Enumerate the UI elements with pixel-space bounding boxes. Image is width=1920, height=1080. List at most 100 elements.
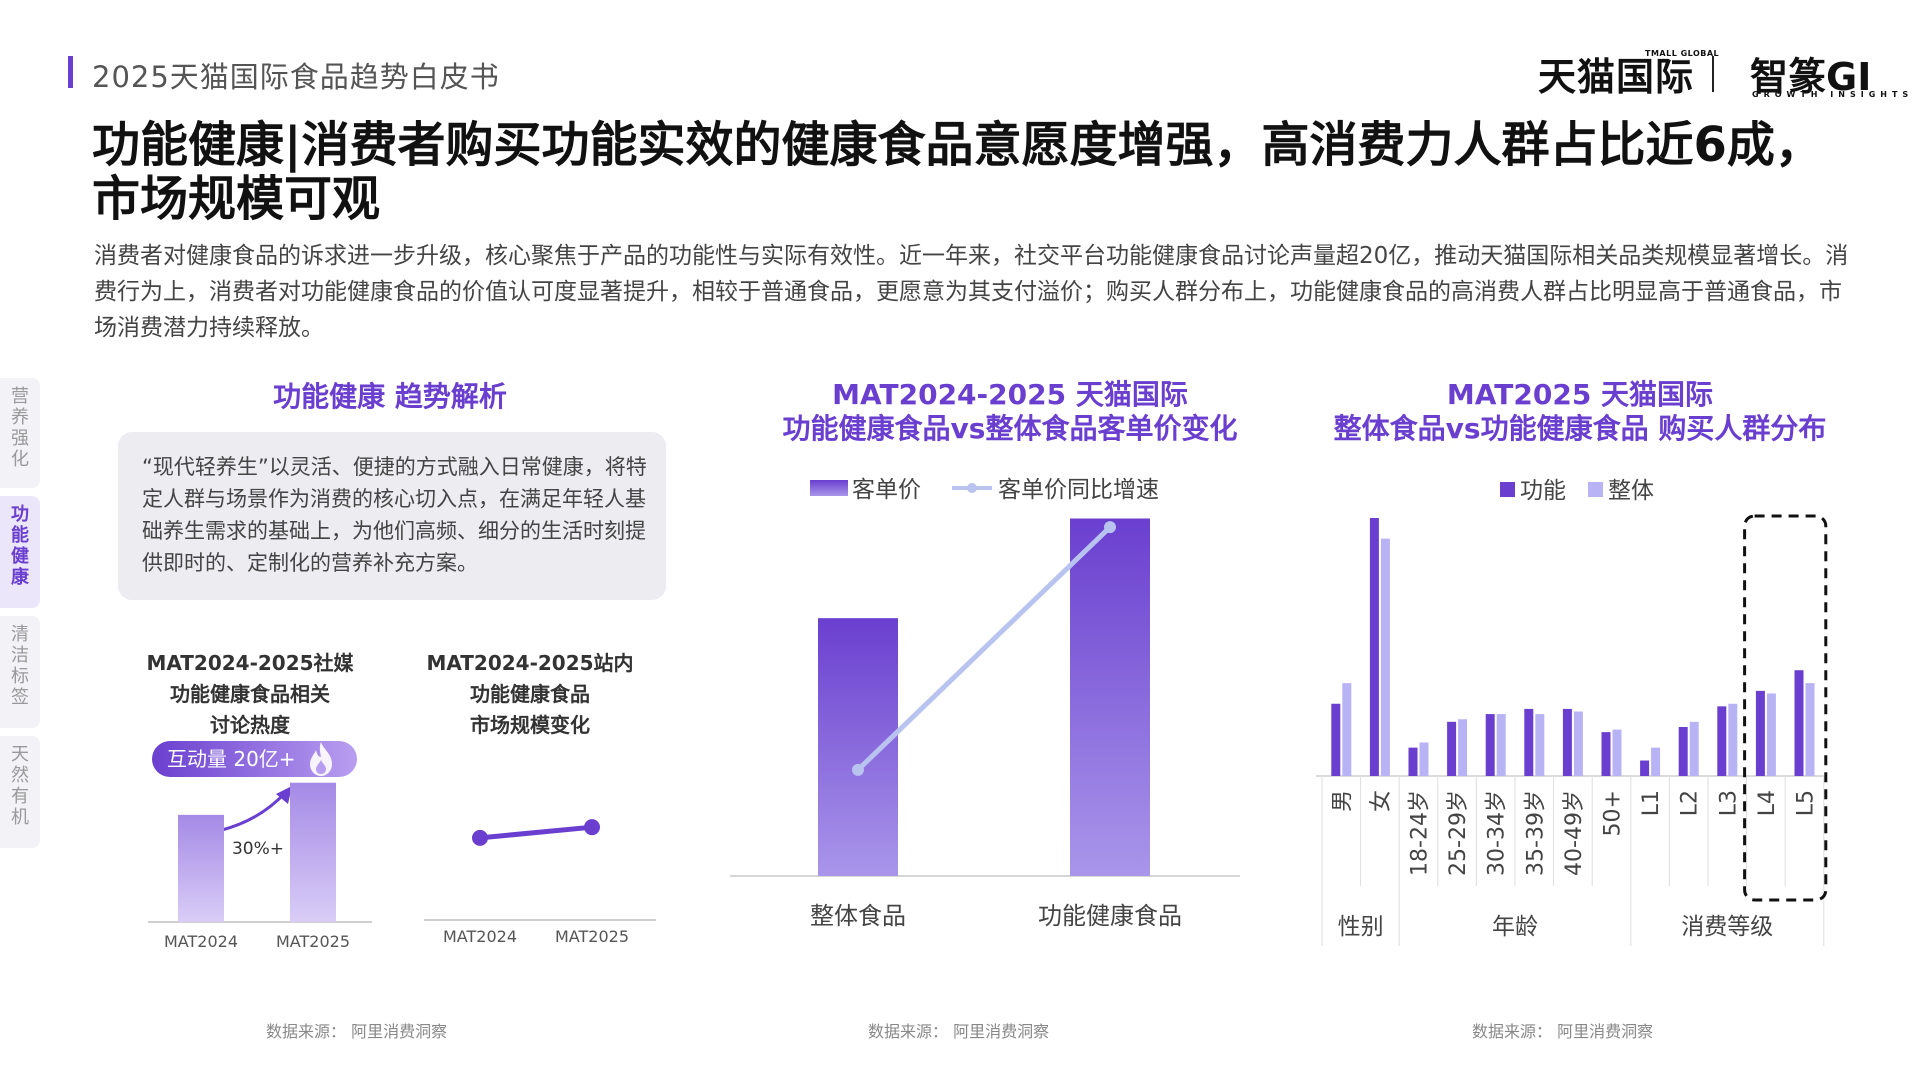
side-tab-clean-label[interactable]: 清洁标签 <box>0 616 40 728</box>
social-heat-title: MAT2024-2025社媒 功能健康食品相关 讨论热度 <box>110 648 390 741</box>
growth-point <box>1104 521 1116 534</box>
growth-arrow <box>221 790 288 832</box>
legend-swatch-total <box>1588 482 1603 497</box>
side-tab-label: 营养强化 <box>11 386 29 470</box>
price-bar <box>1070 518 1150 876</box>
buyers-bar-functional <box>1717 706 1727 776</box>
buyers-tick-label: 50+ <box>1601 790 1626 836</box>
legend-label-price: 客单价 <box>852 477 921 503</box>
buyers-tick-label: 女 <box>1369 790 1394 812</box>
buyers-tick-label: 40-49岁 <box>1562 790 1587 876</box>
buyers-bar-total <box>1805 683 1815 776</box>
social-heat-tick-label: MAT2025 <box>276 932 350 951</box>
buyers-bar-functional <box>1794 670 1804 776</box>
site-market-line <box>479 824 593 841</box>
side-tab-nutrition[interactable]: 营养强化 <box>0 378 40 488</box>
buyers-group-label: 年龄 <box>1492 914 1538 940</box>
buyers-bar-total <box>1342 683 1352 776</box>
side-tab-label: 清洁标签 <box>11 624 29 708</box>
buyers-bar-functional <box>1369 518 1379 776</box>
buyers-bar-total <box>1766 693 1776 776</box>
buyers-tick-label: 35-39岁 <box>1523 790 1548 876</box>
page-description: 消费者对健康食品的诉求进一步升级，核心聚焦于产品的功能性与实际有效性。近一年来，… <box>94 243 1849 341</box>
buyers-bar-total <box>1573 711 1583 776</box>
site-market-tick-label: MAT2025 <box>555 927 629 946</box>
trend-box <box>118 432 666 600</box>
growth-arrow-head <box>276 786 292 804</box>
buyers-tick-label: L5 <box>1794 790 1819 816</box>
growth-insights-logo-sub: GROWTH INSIGHTS <box>1752 90 1914 99</box>
header-accent-bar <box>68 56 73 88</box>
site-market-point <box>584 819 600 836</box>
buyers-panel-title-line: MAT2025 天猫国际 <box>1446 378 1714 411</box>
price-tick-label: 整体食品 <box>810 902 906 930</box>
legend-swatch-growth-dot <box>967 483 977 493</box>
social-heat-bar <box>178 814 224 922</box>
site-market-title-line: 功能健康食品 <box>470 682 590 706</box>
legend-label-growth: 客单价同比增速 <box>998 477 1159 503</box>
left-source: 数据来源： 阿里消费洞察 <box>266 1022 448 1041</box>
side-tab-label: 功能健康 <box>11 504 29 588</box>
site-market-title: MAT2024-2025站内 功能健康食品 市场规模变化 <box>390 648 670 741</box>
legend-label-functional: 功能 <box>1520 478 1566 504</box>
growth-insights-logo: 智篆GI <box>1750 55 1872 99</box>
buyers-bar-functional <box>1331 703 1341 776</box>
buyers-bar-total <box>1496 714 1506 776</box>
right-source: 数据来源： 阿里消费洞察 <box>1472 1022 1654 1041</box>
buyers-bar-functional <box>1524 708 1534 776</box>
social-heat-title-line: 讨论热度 <box>210 713 290 737</box>
side-tab-natural-organic[interactable]: 天然有机 <box>0 736 40 848</box>
buyers-bar-functional <box>1408 747 1418 776</box>
buyers-tick-label: L3 <box>1716 790 1741 816</box>
highlight-box <box>1743 514 1828 902</box>
price-panel-title: MAT2024-2025 天猫国际 功能健康食品vs整体食品客单价变化 <box>730 378 1290 446</box>
site-market-title-line: MAT2024-2025站内 <box>426 651 634 675</box>
social-heat-bar <box>290 782 336 922</box>
growth-line <box>856 525 1112 772</box>
buyers-chart: 功能 整体男女 18-24岁 25-29岁 30-34岁 35-39岁 40-49岁 50+ L… <box>1316 478 1828 946</box>
legend-swatch-functional <box>1500 482 1515 497</box>
buyers-tick-label: L1 <box>1639 790 1664 816</box>
social-heat-tick-label: MAT2024 <box>164 932 238 951</box>
buyers-tick-label: 18-24岁 <box>1408 790 1433 876</box>
buyers-tick-label: 30-34岁 <box>1485 790 1510 876</box>
buyers-bar-total <box>1419 742 1429 776</box>
buyers-bar-functional <box>1485 714 1495 776</box>
buyers-bar-total <box>1535 714 1545 776</box>
price-panel-title-line: MAT2024-2025 天猫国际 <box>832 378 1188 411</box>
buyers-bar-functional <box>1678 726 1688 776</box>
buyers-bar-functional <box>1640 760 1650 776</box>
side-tab-label: 天然有机 <box>11 744 29 828</box>
buyers-bar-total <box>1651 747 1661 776</box>
buyers-bar-total <box>1458 719 1468 776</box>
price-tick-label: 功能健康食品 <box>1038 902 1182 930</box>
social-heat-title-line: MAT2024-2025社媒 <box>146 651 354 675</box>
growth-label: 30%+ <box>232 839 284 859</box>
buyers-tick-label: 男 <box>1330 790 1355 812</box>
report-title: 2025天猫国际食品趋势白皮书 <box>92 60 500 94</box>
buyers-panel-title: MAT2025 天猫国际 整体食品vs功能健康食品 购买人群分布 <box>1290 378 1870 446</box>
site-market-title-line: 市场规模变化 <box>470 713 590 737</box>
page-title: 功能健康|消费者购买功能实效的健康食品意愿度增强，高消费力人群占比近6成，市场规… <box>92 117 1823 227</box>
tmall-global-logo-sub: TMALL GLOBAL <box>1645 49 1720 58</box>
middle-source: 数据来源： 阿里消费洞察 <box>868 1022 1050 1041</box>
buyers-bar-functional <box>1755 690 1765 776</box>
buyers-bar-functional <box>1601 732 1611 776</box>
buyers-bar-functional <box>1447 721 1457 776</box>
buyers-group-label: 性别 <box>1338 914 1384 940</box>
flame-icon <box>310 742 332 776</box>
logo-divider <box>1712 56 1714 92</box>
site-market-point <box>472 829 488 846</box>
buyers-tick-label: 25-29岁 <box>1446 790 1471 876</box>
legend-label-total: 整体 <box>1608 478 1654 504</box>
site-market-tick-label: MAT2024 <box>443 927 517 946</box>
trend-box-text: “现代轻养生”以灵活、便捷的方式融入日常健康，将特定人群与场景作为消费的核心切入… <box>142 455 647 575</box>
buyers-tick-label: L4 <box>1755 790 1780 816</box>
site-market-chart: MAT2024 MAT2025 <box>424 819 656 946</box>
buyers-bar-total <box>1689 721 1699 776</box>
buyers-group-label: 消费等级 <box>1681 914 1773 940</box>
side-tab-functional-health[interactable]: 功能健康 <box>0 496 40 608</box>
buyers-panel-title-line: 整体食品vs功能健康食品 购买人群分布 <box>1333 412 1827 445</box>
price-panel-title-line: 功能健康食品vs整体食品客单价变化 <box>782 412 1238 445</box>
